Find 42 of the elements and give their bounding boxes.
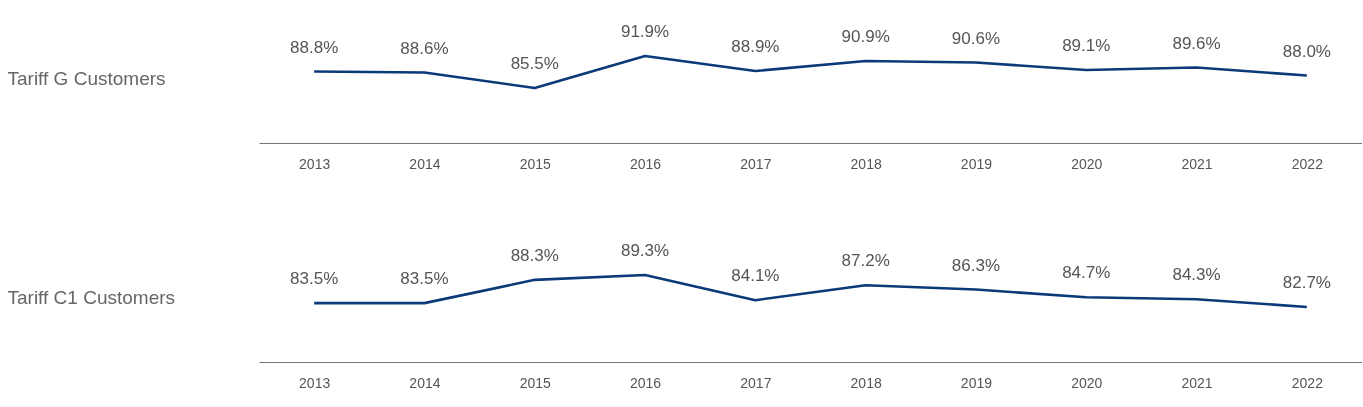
data-label: 89.3%: [620, 241, 670, 260]
data-label: 84.1%: [731, 266, 780, 286]
x-tick-label: 2016: [629, 155, 662, 172]
data-label: 82.7%: [1282, 273, 1331, 292]
data-label: 90.6%: [951, 28, 1001, 48]
x-tick-label: 2022: [1291, 374, 1324, 391]
data-label: 83.5%: [400, 269, 449, 289]
x-tick-label: 2021: [1181, 155, 1213, 172]
x-tick-label: 2016: [629, 374, 662, 391]
data-label: 86.3%: [951, 255, 1001, 275]
x-tick-label: 2022: [1291, 155, 1324, 172]
data-label: 89.1%: [1062, 36, 1111, 55]
data-label: 87.2%: [841, 251, 890, 271]
data-label: 88.0%: [1282, 41, 1331, 61]
data-label: 88.8%: [290, 37, 339, 57]
data-label: 88.9%: [731, 37, 780, 56]
y-axis-title: Tariff G Customers: [7, 67, 166, 89]
x-tick-label: 2017: [740, 374, 772, 391]
data-label: 91.9%: [620, 22, 670, 41]
x-tick-label: 2018: [850, 155, 882, 172]
x-tick-label: 2021: [1181, 374, 1213, 391]
data-label: 88.3%: [510, 245, 559, 265]
data-label: 90.9%: [841, 27, 890, 46]
y-axis-title: Tariff C1 Customers: [7, 286, 176, 308]
x-tick-label: 2015: [519, 155, 552, 172]
x-tick-label: 2020: [1071, 374, 1103, 391]
x-tick-label: 2013: [299, 374, 331, 391]
x-tick-label: 2017: [740, 155, 772, 172]
data-label: 85.5%: [510, 54, 559, 73]
data-label: 84.7%: [1062, 263, 1111, 283]
data-label: 88.6%: [400, 38, 449, 58]
x-tick-label: 2014: [409, 155, 441, 172]
data-label: 83.5%: [290, 269, 339, 289]
data-label: 84.3%: [1172, 265, 1221, 285]
x-tick-label: 2018: [850, 374, 882, 391]
data-label: 89.6%: [1172, 33, 1221, 53]
x-tick-label: 2013: [299, 155, 331, 172]
x-tick-label: 2019: [960, 374, 993, 391]
x-tick-label: 2015: [519, 374, 552, 391]
x-tick-label: 2014: [409, 374, 441, 391]
x-tick-label: 2019: [960, 155, 993, 172]
x-tick-label: 2020: [1071, 155, 1103, 172]
